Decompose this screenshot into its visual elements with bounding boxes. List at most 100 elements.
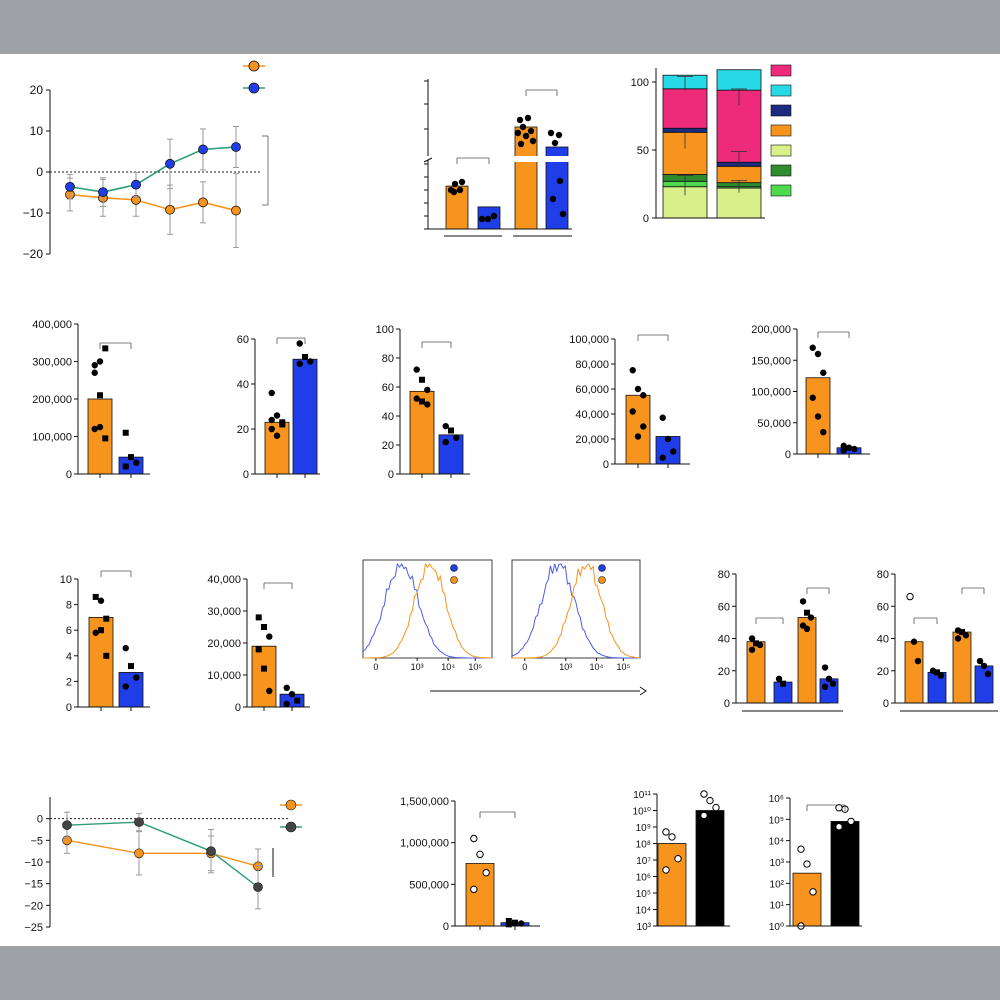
data-point — [706, 796, 714, 805]
data-point — [516, 116, 524, 124]
data-point — [821, 664, 829, 671]
tick-label: 10³ — [637, 922, 652, 933]
data-point — [478, 215, 486, 223]
data-point — [261, 665, 267, 672]
tick-label: 0 — [373, 662, 378, 672]
tick-label: −20 — [24, 900, 43, 912]
data-point — [829, 680, 837, 687]
series-line — [66, 821, 259, 888]
tick-label: 10¹ — [770, 901, 785, 912]
data-point — [962, 632, 970, 639]
data-point — [559, 210, 567, 218]
tick-label: 20 — [877, 666, 889, 678]
data-point — [122, 644, 129, 652]
stack-segment — [716, 165, 762, 184]
tick-label: 60 — [382, 382, 394, 394]
tick-label: 20 — [30, 83, 44, 97]
stack-segment — [662, 127, 708, 133]
tick-label: 20,000 — [207, 638, 241, 650]
data-point — [662, 828, 670, 836]
tick-label: 0 — [235, 702, 241, 714]
tick-label: 20 — [237, 424, 249, 436]
data-point — [634, 433, 642, 440]
tick-label: −25 — [24, 922, 43, 934]
data-point — [845, 444, 853, 451]
data-point — [976, 657, 984, 665]
data-point — [809, 394, 816, 401]
data-point — [122, 683, 129, 690]
data-point — [206, 846, 216, 856]
chart-e1: 0 20 40 60 — [237, 334, 320, 481]
tick-label: 0 — [522, 662, 527, 672]
tick-label: 0 — [36, 165, 43, 179]
figure-canvas: −20−10010200501000100,000200,000300,0004… — [23, 60, 998, 934]
data-point — [296, 340, 303, 347]
bar — [657, 843, 687, 927]
data-point — [700, 811, 708, 820]
legend-marker — [248, 82, 260, 94]
tick-label: 100,000 — [569, 334, 609, 346]
bar — [292, 358, 318, 475]
chart-b — [423, 79, 572, 237]
chart-f1: 0 20,000 40,000 60,000 80,000 100,000 — [569, 334, 690, 471]
data-point — [551, 139, 559, 147]
tick-label: 60 — [877, 601, 889, 613]
bar — [438, 434, 464, 475]
tick-label: 4 — [66, 651, 72, 663]
data-point — [527, 127, 535, 135]
chart-i2: 0 20 40 60 80 — [877, 569, 998, 712]
data-point — [283, 700, 290, 707]
tick-label: −15 — [24, 879, 43, 891]
tick-label: −20 — [23, 247, 44, 261]
data-point — [640, 392, 647, 399]
tick-label: 2 — [66, 676, 72, 688]
legend-marker — [598, 564, 606, 572]
data-point — [840, 447, 847, 454]
data-point — [484, 215, 492, 223]
data-point — [413, 395, 420, 402]
chart-e2: 0 20 40 60 80 100 — [376, 324, 470, 481]
tick-label: 30,000 — [207, 606, 241, 618]
data-point — [803, 860, 811, 868]
legend-swatch — [770, 124, 792, 137]
tick-label: 80 — [877, 569, 889, 581]
tick-label: 10³ — [411, 662, 424, 672]
bar — [904, 641, 924, 704]
tick-label: 80 — [382, 353, 394, 365]
data-point — [775, 675, 783, 683]
tick-label: 20,000 — [575, 434, 609, 446]
data-point — [294, 697, 301, 704]
data-point — [97, 597, 105, 604]
stack-segment — [716, 69, 762, 91]
data-point — [65, 181, 75, 192]
data-point — [97, 392, 103, 399]
tick-label: 50,000 — [757, 418, 791, 430]
chart-a: −20 −10 0 10 20 — [23, 60, 269, 261]
data-point — [424, 401, 431, 408]
data-point — [555, 131, 563, 139]
bar — [952, 631, 972, 704]
tick-label: −5 — [30, 835, 43, 847]
data-point — [847, 817, 855, 826]
data-point — [835, 804, 843, 812]
bar — [830, 821, 860, 927]
data-point — [122, 463, 129, 470]
data-point — [490, 212, 498, 220]
tick-label: 10⁷ — [636, 856, 651, 867]
legend-marker — [450, 576, 458, 584]
data-point — [629, 367, 636, 374]
data-point — [283, 684, 290, 691]
bar — [264, 421, 290, 475]
data-point — [519, 123, 527, 131]
tick-label: 10⁸ — [636, 840, 651, 851]
data-point — [273, 412, 281, 419]
tick-label: 0 — [37, 814, 43, 826]
tick-label: 100 — [631, 77, 649, 89]
legend-swatch — [770, 184, 792, 197]
tick-label: 200,000 — [32, 394, 72, 406]
data-point — [450, 188, 458, 196]
data-point — [103, 615, 110, 622]
data-point — [128, 454, 134, 461]
data-point — [809, 888, 817, 896]
data-point — [659, 454, 666, 461]
